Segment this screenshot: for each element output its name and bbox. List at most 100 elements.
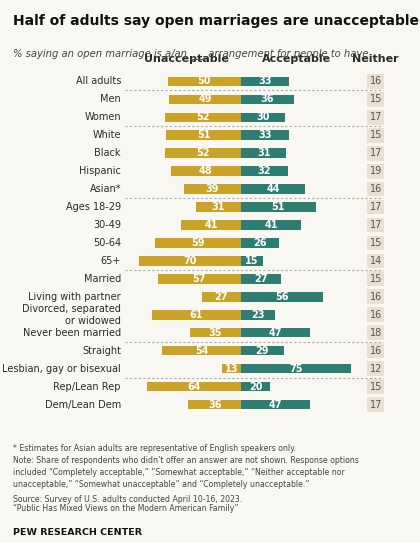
Text: Living with partner: Living with partner bbox=[28, 292, 121, 302]
Text: 30-49: 30-49 bbox=[93, 220, 121, 230]
Bar bbox=[241, 346, 284, 356]
Text: Divorced, separated
or widowed: Divorced, separated or widowed bbox=[22, 304, 121, 326]
Text: 48: 48 bbox=[199, 166, 213, 176]
Text: 13: 13 bbox=[225, 364, 238, 374]
Bar bbox=[241, 400, 310, 409]
Bar bbox=[166, 130, 241, 140]
Text: 59: 59 bbox=[191, 238, 205, 248]
Text: All adults: All adults bbox=[76, 76, 121, 86]
Text: 35: 35 bbox=[209, 328, 222, 338]
Bar bbox=[165, 148, 241, 158]
Text: Hispanic: Hispanic bbox=[79, 166, 121, 176]
Text: 16: 16 bbox=[370, 184, 382, 194]
Text: Women: Women bbox=[84, 112, 121, 122]
Text: 16: 16 bbox=[370, 310, 382, 320]
Text: Men: Men bbox=[100, 94, 121, 104]
Bar bbox=[241, 364, 351, 374]
Text: 27: 27 bbox=[254, 274, 268, 284]
Text: 39: 39 bbox=[206, 184, 219, 194]
Text: 36: 36 bbox=[261, 94, 274, 104]
Bar bbox=[241, 274, 281, 283]
Text: Half of adults say open marriages are unacceptable: Half of adults say open marriages are un… bbox=[13, 14, 419, 28]
Text: 31: 31 bbox=[257, 148, 270, 158]
Text: 32: 32 bbox=[258, 166, 271, 176]
Text: 20: 20 bbox=[249, 382, 262, 392]
Text: Never been married: Never been married bbox=[23, 328, 121, 338]
Text: 23: 23 bbox=[251, 310, 265, 320]
Text: 50: 50 bbox=[198, 76, 211, 86]
Bar bbox=[162, 346, 241, 356]
Text: 33: 33 bbox=[258, 76, 272, 86]
Text: Note: Share of respondents who didn’t offer an answer are not shown. Response op: Note: Share of respondents who didn’t of… bbox=[13, 456, 359, 489]
Bar bbox=[241, 328, 310, 338]
Text: Unacceptable: Unacceptable bbox=[144, 54, 229, 64]
Text: 17: 17 bbox=[370, 112, 382, 122]
Text: 61: 61 bbox=[190, 310, 203, 320]
Text: 15: 15 bbox=[245, 256, 259, 266]
Text: 44: 44 bbox=[267, 184, 280, 194]
Text: 41: 41 bbox=[264, 220, 278, 230]
Text: 16: 16 bbox=[370, 76, 382, 86]
Bar bbox=[147, 382, 241, 392]
Text: 15: 15 bbox=[370, 274, 382, 284]
Text: 54: 54 bbox=[195, 346, 208, 356]
Text: 15: 15 bbox=[370, 382, 382, 392]
Text: * Estimates for Asian adults are representative of English speakers only.: * Estimates for Asian adults are represe… bbox=[13, 444, 296, 453]
Bar bbox=[241, 203, 316, 212]
Text: 33: 33 bbox=[258, 130, 272, 140]
Bar bbox=[241, 292, 323, 301]
Text: Dem/Lean Dem: Dem/Lean Dem bbox=[45, 400, 121, 409]
Text: 17: 17 bbox=[370, 202, 382, 212]
Bar bbox=[181, 220, 241, 230]
Text: 36: 36 bbox=[208, 400, 221, 409]
Text: Ages 18-29: Ages 18-29 bbox=[66, 202, 121, 212]
Bar bbox=[158, 274, 241, 283]
Bar bbox=[222, 364, 241, 374]
Text: 16: 16 bbox=[370, 346, 382, 356]
Bar bbox=[241, 185, 305, 194]
Bar bbox=[241, 130, 289, 140]
Text: 12: 12 bbox=[370, 364, 382, 374]
Text: Lesbian, gay or bisexual: Lesbian, gay or bisexual bbox=[2, 364, 121, 374]
Text: 64: 64 bbox=[187, 382, 201, 392]
Text: 47: 47 bbox=[269, 400, 282, 409]
Text: Married: Married bbox=[84, 274, 121, 284]
Text: 15: 15 bbox=[370, 94, 382, 104]
Text: 19: 19 bbox=[370, 166, 382, 176]
Bar bbox=[241, 148, 286, 158]
Bar bbox=[190, 328, 241, 338]
Bar bbox=[139, 256, 241, 266]
Text: Rep/Lean Rep: Rep/Lean Rep bbox=[53, 382, 121, 392]
Text: 65+: 65+ bbox=[101, 256, 121, 266]
Bar bbox=[241, 77, 289, 86]
Text: 14: 14 bbox=[370, 256, 382, 266]
Bar bbox=[241, 256, 263, 266]
Text: 70: 70 bbox=[183, 256, 197, 266]
Text: 15: 15 bbox=[370, 130, 382, 140]
Text: Asian*: Asian* bbox=[89, 184, 121, 194]
Bar bbox=[241, 382, 270, 392]
Bar bbox=[171, 166, 241, 176]
Text: 57: 57 bbox=[192, 274, 206, 284]
Bar bbox=[241, 166, 288, 176]
Bar bbox=[165, 112, 241, 122]
Text: 49: 49 bbox=[198, 94, 212, 104]
Text: 52: 52 bbox=[196, 112, 210, 122]
Text: 15: 15 bbox=[370, 238, 382, 248]
Bar bbox=[168, 77, 241, 86]
Bar bbox=[155, 238, 241, 248]
Text: % saying an open marriage is a/an ___ arrangement for people to have: % saying an open marriage is a/an ___ ar… bbox=[13, 48, 368, 59]
Text: 47: 47 bbox=[269, 328, 282, 338]
Text: 29: 29 bbox=[255, 346, 269, 356]
Text: Straight: Straight bbox=[82, 346, 121, 356]
Text: 41: 41 bbox=[204, 220, 218, 230]
Text: 30: 30 bbox=[256, 112, 270, 122]
Text: 51: 51 bbox=[197, 130, 210, 140]
Text: “Public Has Mixed Views on the Modern American Family”: “Public Has Mixed Views on the Modern Am… bbox=[13, 504, 238, 513]
Text: 16: 16 bbox=[370, 292, 382, 302]
Bar bbox=[241, 112, 285, 122]
Text: 56: 56 bbox=[275, 292, 289, 302]
Bar bbox=[152, 310, 241, 319]
Text: 51: 51 bbox=[272, 202, 285, 212]
Text: PEW RESEARCH CENTER: PEW RESEARCH CENTER bbox=[13, 528, 142, 537]
